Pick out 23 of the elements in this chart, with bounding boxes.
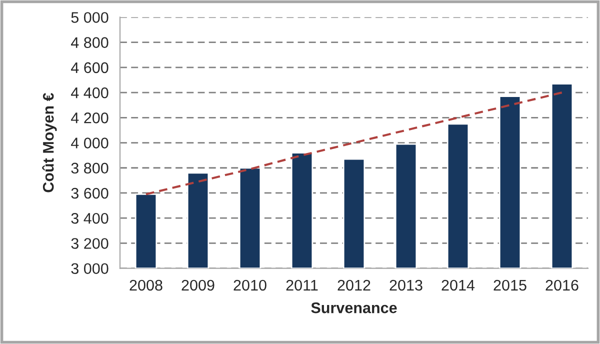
y-tick-label: 3 600: [71, 188, 108, 199]
y-tick-label: 3 400: [71, 212, 108, 224]
x-tick-label: 2009: [182, 280, 214, 291]
y-tick-label: 4 400: [71, 87, 108, 98]
x-tick-label: 2011: [286, 280, 318, 291]
y-tick-label: 3 000: [71, 263, 108, 274]
y-tick-label: 3 800: [71, 162, 108, 174]
x-tick-label: 2016: [546, 280, 578, 291]
y-tick-label: 3 200: [71, 238, 108, 249]
y-tick-label: 4 000: [71, 138, 108, 148]
x-tick-label: 2008: [130, 280, 162, 291]
y-tick-label: 4 600: [71, 62, 108, 74]
x-tick-label: 2013: [390, 280, 422, 291]
x-tick-label: 2015: [494, 280, 526, 291]
x-axis-title: Survenance: [311, 302, 397, 314]
x-tick-label: 2014: [442, 280, 475, 291]
y-tick-label: 4 800: [71, 37, 108, 48]
x-tick-label: 2010: [234, 280, 266, 291]
x-tick-label: 2012: [338, 280, 370, 291]
line-series: [144, 91, 564, 196]
y-axis-title: Coût Moyen €: [42, 92, 57, 192]
y-tick-label: 4 200: [71, 112, 108, 124]
y-tick-label: 5 000: [71, 12, 108, 23]
